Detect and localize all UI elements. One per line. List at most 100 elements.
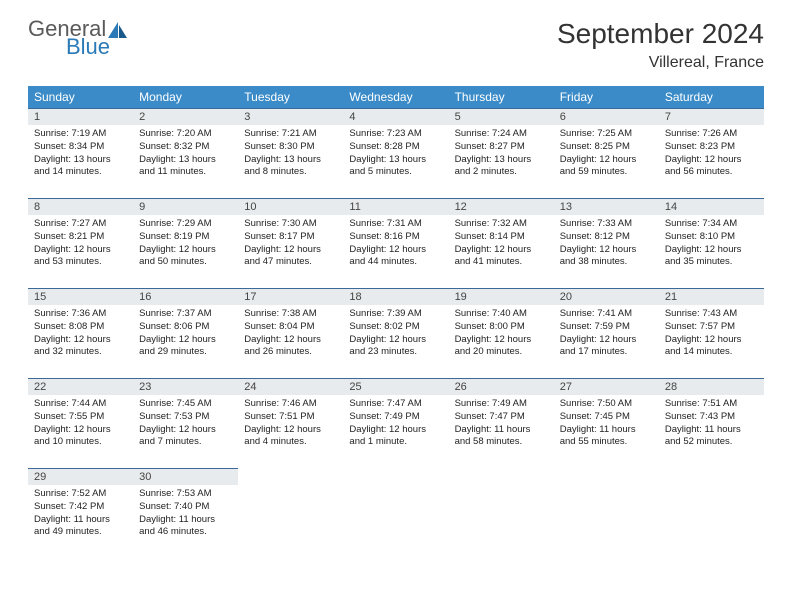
calendar-cell: 14Sunrise: 7:34 AMSunset: 8:10 PMDayligh… <box>659 198 764 288</box>
day-number: 21 <box>659 288 764 305</box>
day-number: 8 <box>28 198 133 215</box>
day-number: 25 <box>343 378 448 395</box>
day-details: Sunrise: 7:38 AMSunset: 8:04 PMDaylight:… <box>238 305 343 365</box>
day-details: Sunrise: 7:43 AMSunset: 7:57 PMDaylight:… <box>659 305 764 365</box>
calendar-cell: 12Sunrise: 7:32 AMSunset: 8:14 PMDayligh… <box>449 198 554 288</box>
day-details: Sunrise: 7:41 AMSunset: 7:59 PMDaylight:… <box>554 305 659 365</box>
day-details: Sunrise: 7:40 AMSunset: 8:00 PMDaylight:… <box>449 305 554 365</box>
calendar-cell: 6Sunrise: 7:25 AMSunset: 8:25 PMDaylight… <box>554 108 659 198</box>
weekday-header: Monday <box>133 86 238 108</box>
calendar-row: 15Sunrise: 7:36 AMSunset: 8:08 PMDayligh… <box>28 288 764 378</box>
day-details: Sunrise: 7:21 AMSunset: 8:30 PMDaylight:… <box>238 125 343 185</box>
day-details: Sunrise: 7:52 AMSunset: 7:42 PMDaylight:… <box>28 485 133 545</box>
day-number: 19 <box>449 288 554 305</box>
day-details: Sunrise: 7:49 AMSunset: 7:47 PMDaylight:… <box>449 395 554 455</box>
calendar-cell: 30Sunrise: 7:53 AMSunset: 7:40 PMDayligh… <box>133 468 238 558</box>
day-number: 5 <box>449 108 554 125</box>
calendar-cell: 1Sunrise: 7:19 AMSunset: 8:34 PMDaylight… <box>28 108 133 198</box>
calendar-cell <box>554 468 659 558</box>
calendar-table: SundayMondayTuesdayWednesdayThursdayFrid… <box>28 86 764 558</box>
day-number: 6 <box>554 108 659 125</box>
day-details: Sunrise: 7:19 AMSunset: 8:34 PMDaylight:… <box>28 125 133 185</box>
calendar-row: 8Sunrise: 7:27 AMSunset: 8:21 PMDaylight… <box>28 198 764 288</box>
day-details: Sunrise: 7:26 AMSunset: 8:23 PMDaylight:… <box>659 125 764 185</box>
logo: General Blue <box>28 18 128 58</box>
day-details: Sunrise: 7:53 AMSunset: 7:40 PMDaylight:… <box>133 485 238 545</box>
calendar-cell: 5Sunrise: 7:24 AMSunset: 8:27 PMDaylight… <box>449 108 554 198</box>
day-number: 7 <box>659 108 764 125</box>
day-number: 27 <box>554 378 659 395</box>
day-details: Sunrise: 7:34 AMSunset: 8:10 PMDaylight:… <box>659 215 764 275</box>
day-details: Sunrise: 7:36 AMSunset: 8:08 PMDaylight:… <box>28 305 133 365</box>
calendar-cell: 22Sunrise: 7:44 AMSunset: 7:55 PMDayligh… <box>28 378 133 468</box>
day-number: 23 <box>133 378 238 395</box>
calendar-cell: 10Sunrise: 7:30 AMSunset: 8:17 PMDayligh… <box>238 198 343 288</box>
calendar-cell: 21Sunrise: 7:43 AMSunset: 7:57 PMDayligh… <box>659 288 764 378</box>
calendar-cell: 3Sunrise: 7:21 AMSunset: 8:30 PMDaylight… <box>238 108 343 198</box>
day-number: 4 <box>343 108 448 125</box>
day-number: 1 <box>28 108 133 125</box>
day-details: Sunrise: 7:31 AMSunset: 8:16 PMDaylight:… <box>343 215 448 275</box>
day-number: 9 <box>133 198 238 215</box>
calendar-cell: 9Sunrise: 7:29 AMSunset: 8:19 PMDaylight… <box>133 198 238 288</box>
calendar-cell: 25Sunrise: 7:47 AMSunset: 7:49 PMDayligh… <box>343 378 448 468</box>
day-details: Sunrise: 7:47 AMSunset: 7:49 PMDaylight:… <box>343 395 448 455</box>
day-details: Sunrise: 7:51 AMSunset: 7:43 PMDaylight:… <box>659 395 764 455</box>
day-number: 11 <box>343 198 448 215</box>
calendar-cell: 8Sunrise: 7:27 AMSunset: 8:21 PMDaylight… <box>28 198 133 288</box>
calendar-row: 1Sunrise: 7:19 AMSunset: 8:34 PMDaylight… <box>28 108 764 198</box>
day-number: 16 <box>133 288 238 305</box>
day-details: Sunrise: 7:50 AMSunset: 7:45 PMDaylight:… <box>554 395 659 455</box>
calendar-cell: 23Sunrise: 7:45 AMSunset: 7:53 PMDayligh… <box>133 378 238 468</box>
calendar-cell: 29Sunrise: 7:52 AMSunset: 7:42 PMDayligh… <box>28 468 133 558</box>
day-number: 13 <box>554 198 659 215</box>
weekday-header: Saturday <box>659 86 764 108</box>
day-details: Sunrise: 7:20 AMSunset: 8:32 PMDaylight:… <box>133 125 238 185</box>
calendar-cell: 11Sunrise: 7:31 AMSunset: 8:16 PMDayligh… <box>343 198 448 288</box>
calendar-cell: 15Sunrise: 7:36 AMSunset: 8:08 PMDayligh… <box>28 288 133 378</box>
calendar-body: 1Sunrise: 7:19 AMSunset: 8:34 PMDaylight… <box>28 108 764 558</box>
day-details: Sunrise: 7:37 AMSunset: 8:06 PMDaylight:… <box>133 305 238 365</box>
calendar-cell: 24Sunrise: 7:46 AMSunset: 7:51 PMDayligh… <box>238 378 343 468</box>
day-details: Sunrise: 7:27 AMSunset: 8:21 PMDaylight:… <box>28 215 133 275</box>
weekday-header: Tuesday <box>238 86 343 108</box>
calendar-row: 22Sunrise: 7:44 AMSunset: 7:55 PMDayligh… <box>28 378 764 468</box>
calendar-cell: 17Sunrise: 7:38 AMSunset: 8:04 PMDayligh… <box>238 288 343 378</box>
weekday-header: Friday <box>554 86 659 108</box>
day-number: 10 <box>238 198 343 215</box>
day-details: Sunrise: 7:32 AMSunset: 8:14 PMDaylight:… <box>449 215 554 275</box>
header: General Blue September 2024 Villereal, F… <box>28 18 764 72</box>
calendar-cell: 26Sunrise: 7:49 AMSunset: 7:47 PMDayligh… <box>449 378 554 468</box>
weekday-header: Wednesday <box>343 86 448 108</box>
logo-text-blue: Blue <box>66 36 128 58</box>
month-title: September 2024 <box>557 18 764 50</box>
day-details: Sunrise: 7:25 AMSunset: 8:25 PMDaylight:… <box>554 125 659 185</box>
calendar-cell: 20Sunrise: 7:41 AMSunset: 7:59 PMDayligh… <box>554 288 659 378</box>
calendar-cell <box>659 468 764 558</box>
day-number: 15 <box>28 288 133 305</box>
location: Villereal, France <box>557 54 764 72</box>
day-number: 22 <box>28 378 133 395</box>
calendar-cell: 19Sunrise: 7:40 AMSunset: 8:00 PMDayligh… <box>449 288 554 378</box>
day-number: 18 <box>343 288 448 305</box>
weekday-header: Thursday <box>449 86 554 108</box>
day-number: 26 <box>449 378 554 395</box>
calendar-cell: 18Sunrise: 7:39 AMSunset: 8:02 PMDayligh… <box>343 288 448 378</box>
day-details: Sunrise: 7:23 AMSunset: 8:28 PMDaylight:… <box>343 125 448 185</box>
day-number: 30 <box>133 468 238 485</box>
calendar-cell: 7Sunrise: 7:26 AMSunset: 8:23 PMDaylight… <box>659 108 764 198</box>
calendar-cell <box>449 468 554 558</box>
day-number: 2 <box>133 108 238 125</box>
day-number: 24 <box>238 378 343 395</box>
day-details: Sunrise: 7:45 AMSunset: 7:53 PMDaylight:… <box>133 395 238 455</box>
day-number: 29 <box>28 468 133 485</box>
title-block: September 2024 Villereal, France <box>557 18 764 72</box>
day-details: Sunrise: 7:44 AMSunset: 7:55 PMDaylight:… <box>28 395 133 455</box>
day-number: 28 <box>659 378 764 395</box>
calendar-cell: 28Sunrise: 7:51 AMSunset: 7:43 PMDayligh… <box>659 378 764 468</box>
day-number: 17 <box>238 288 343 305</box>
day-number: 12 <box>449 198 554 215</box>
day-details: Sunrise: 7:39 AMSunset: 8:02 PMDaylight:… <box>343 305 448 365</box>
day-details: Sunrise: 7:33 AMSunset: 8:12 PMDaylight:… <box>554 215 659 275</box>
calendar-cell: 2Sunrise: 7:20 AMSunset: 8:32 PMDaylight… <box>133 108 238 198</box>
